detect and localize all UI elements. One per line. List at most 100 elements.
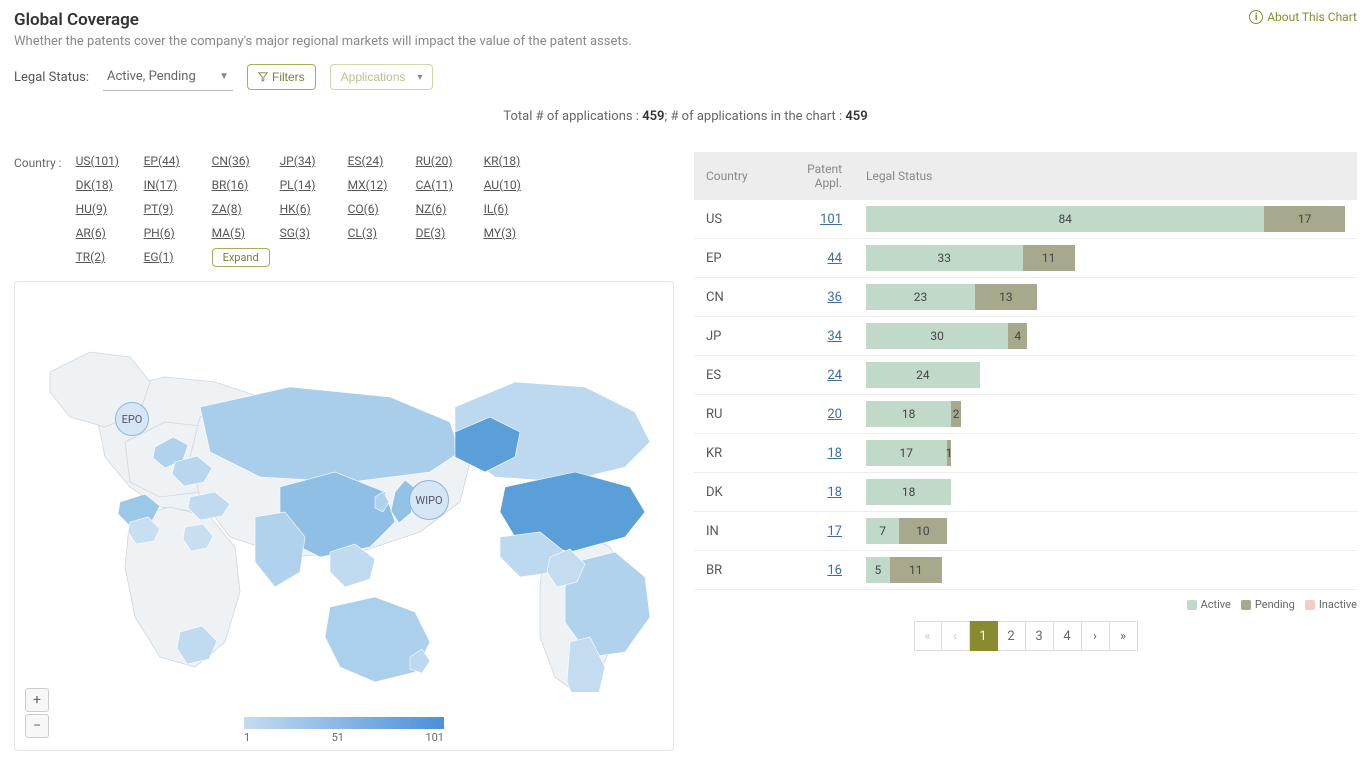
cell-patent-appl: 18 [784,434,854,473]
patent-appl-link[interactable]: 18 [827,446,842,461]
cell-country: US [694,200,784,239]
map-legend: 1 51 101 [244,717,444,744]
cell-patent-appl: 17 [784,512,854,551]
country-filter-link[interactable]: IN(17) [144,176,212,194]
cell-patent-appl: 16 [784,551,854,590]
cell-patent-appl: 18 [784,473,854,512]
cell-bar: 8417 [854,200,1357,239]
bar-segment-active[interactable]: 24 [866,362,980,388]
bar-segment-active[interactable]: 30 [866,323,1008,349]
country-filter-link[interactable]: BR(16) [212,176,280,194]
country-filter-link[interactable]: HK(6) [280,200,348,218]
cell-patent-appl: 34 [784,317,854,356]
country-filter-link[interactable]: IL(6) [484,200,552,218]
country-filter-link[interactable]: EG(1) [144,248,212,267]
country-filter-link[interactable]: NZ(6) [416,200,484,218]
country-filter-link[interactable]: MY(3) [484,224,552,242]
chevron-down-icon: ▼ [219,71,229,82]
page-1[interactable]: 1 [970,621,998,651]
legal-status-label: Legal Status: [14,70,89,85]
country-filter-link[interactable]: AU(10) [484,176,552,194]
bar-segment-active[interactable]: 7 [866,518,899,544]
bar-segment-active[interactable]: 23 [866,284,975,310]
country-filter-link[interactable]: CA(11) [416,176,484,194]
patent-appl-link[interactable]: 16 [827,563,842,578]
bar-segment-active[interactable]: 18 [866,479,951,505]
zoom-out-button[interactable]: − [25,714,49,738]
page-4[interactable]: 4 [1054,621,1082,651]
caret-down-icon: ▾ [417,72,422,83]
bar-segment-pending[interactable]: 10 [899,518,946,544]
th-patent-appl[interactable]: Patent Appl. [784,152,854,200]
th-legal-status[interactable]: Legal Status [854,152,1357,200]
bar-segment-pending[interactable]: 17 [1264,206,1345,232]
patent-appl-link[interactable]: 18 [827,485,842,500]
country-filter-link[interactable]: CL(3) [348,224,416,242]
cell-country: DK [694,473,784,512]
bar-segment-active[interactable]: 17 [866,440,947,466]
applications-button[interactable]: Applications ▾ [330,64,434,90]
country-filter-link[interactable]: ZA(8) [212,200,280,218]
bar-segment-active[interactable]: 18 [866,401,951,427]
bar-segment-pending[interactable]: 4 [1008,323,1027,349]
bar-segment-pending[interactable]: 13 [975,284,1037,310]
country-filter-link[interactable]: SG(3) [280,224,348,242]
country-filter-link[interactable]: PL(14) [280,176,348,194]
country-filter-link[interactable]: DK(18) [76,176,144,194]
patent-appl-link[interactable]: 101 [820,212,842,227]
cell-bar: 2313 [854,278,1357,317]
patent-appl-link[interactable]: 36 [827,290,842,305]
th-country[interactable]: Country [694,152,784,200]
about-chart-link[interactable]: i About This Chart [1249,10,1357,24]
country-filter-link[interactable]: EP(44) [144,152,212,170]
bar-segment-pending[interactable]: 1 [947,440,952,466]
country-filter-link[interactable]: CN(36) [212,152,280,170]
bar-segment-active[interactable]: 84 [866,206,1264,232]
map-label-epo[interactable]: EPO [115,402,149,436]
page-3[interactable]: 3 [1026,621,1054,651]
page-next[interactable]: › [1082,621,1110,651]
zoom-in-button[interactable]: + [25,688,49,712]
patent-appl-link[interactable]: 24 [827,368,842,383]
country-filter-link[interactable]: TR(2) [76,248,144,267]
country-filter-link[interactable]: AR(6) [76,224,144,242]
map-svg [35,332,655,692]
table-row: IN 17 710 [694,512,1357,551]
patent-appl-link[interactable]: 34 [827,329,842,344]
cell-country: IN [694,512,784,551]
country-filter-link[interactable]: PT(9) [144,200,212,218]
country-filter-link[interactable]: MA(5) [212,224,280,242]
country-filter-link[interactable]: RU(20) [416,152,484,170]
page-last[interactable]: » [1110,621,1138,651]
cell-bar: 3311 [854,239,1357,278]
country-filter-link[interactable]: PH(6) [144,224,212,242]
bar-segment-active[interactable]: 5 [866,557,890,583]
patent-appl-link[interactable]: 20 [827,407,842,422]
about-chart-label: About This Chart [1267,10,1357,24]
country-filter-link[interactable]: CO(6) [348,200,416,218]
legal-status-dropdown[interactable]: Active, Pending ▼ [103,63,233,91]
bar-segment-active[interactable]: 33 [866,245,1023,271]
country-filter-link[interactable]: DE(3) [416,224,484,242]
country-filter-link[interactable]: JP(34) [280,152,348,170]
cell-bar: 710 [854,512,1357,551]
patent-appl-link[interactable]: 44 [827,251,842,266]
country-grid: US(101)EP(44)CN(36)JP(34)ES(24)RU(20)KR(… [76,152,674,267]
bar-segment-pending[interactable]: 11 [890,557,942,583]
country-filter-link[interactable]: US(101) [76,152,144,170]
patent-appl-link[interactable]: 17 [827,524,842,539]
cell-patent-appl: 101 [784,200,854,239]
country-filter-link[interactable]: KR(18) [484,152,552,170]
bar-segment-pending[interactable]: 2 [951,401,960,427]
expand-button[interactable]: Expand [212,248,270,267]
world-map[interactable]: EPO WIPO + − 1 51 101 [14,281,674,751]
map-label-wipo[interactable]: WIPO [409,480,449,520]
country-table: Country Patent Appl. Legal Status US1018… [694,152,1357,590]
bar-segment-pending[interactable]: 11 [1023,245,1075,271]
country-filter-link[interactable]: HU(9) [76,200,144,218]
country-filter-link[interactable]: ES(24) [348,152,416,170]
country-filter-link[interactable]: MX(12) [348,176,416,194]
page-2[interactable]: 2 [998,621,1026,651]
filters-button[interactable]: Filters [247,64,316,90]
table-row: BR16511 [694,551,1357,590]
